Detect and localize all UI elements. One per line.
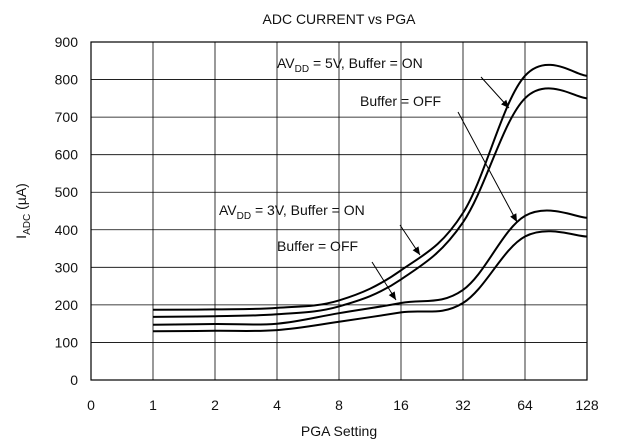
y-tick-label: 900 [55,34,79,50]
y-tick-label: 200 [55,297,79,313]
series-line-3 [152,209,588,326]
y-axis-label: IADC (µA) [13,183,33,239]
series-annotation-3: AVDD = 3V, Buffer = ON [219,202,365,222]
y-axis-label-main: I [13,235,29,239]
series-annotation-1: AVDD = 5V, Buffer = ON [277,55,423,75]
y-axis-label-unit: (µA) [13,183,29,214]
y-tick-label: 300 [55,259,79,275]
series-annotation-4: Buffer = OFF [277,238,358,254]
y-tick-label: 400 [55,222,79,238]
annotation-leader [457,111,518,223]
plot-frame [90,41,588,381]
annotation-arrowhead [412,246,420,255]
series-line-2 [152,87,588,318]
x-tick-label: 32 [455,397,471,413]
grid [91,42,587,380]
x-tick-label: 128 [575,397,599,413]
annotation-arrowhead [510,213,517,222]
x-tick-label: 4 [273,397,281,413]
y-tick-label: 700 [55,109,79,125]
annotation-arrowhead [501,99,509,108]
y-tick-label: 100 [55,334,79,350]
y-tick-label: 600 [55,147,79,163]
x-tick-label: 2 [211,397,219,413]
annotation-arrowhead [388,291,396,300]
x-tick-label: 0 [87,397,95,413]
annotations: AVDD = 5V, Buffer = ON Buffer = OFF AVDD =… [219,55,518,301]
x-axis-label: PGA Setting [301,423,377,439]
series-lines [152,63,588,333]
y-axis-label-sub: ADC [22,214,33,235]
series-annotation-2: Buffer = OFF [360,93,441,109]
x-tick-label: 64 [517,397,533,413]
x-tick-label: 1 [149,397,157,413]
series-line-4 [152,230,588,333]
y-tick-label: 0 [70,372,78,388]
y-tick-label: 500 [55,184,79,200]
y-tick-labels: 0 100 200 300 400 500 600 700 800 900 [55,34,79,388]
x-tick-label: 8 [335,397,343,413]
x-tick-label: 16 [393,397,409,413]
x-tick-labels: 0 1 2 4 8 16 32 64 128 [87,397,599,413]
y-tick-label: 800 [55,72,79,88]
series-line-1 [152,63,588,311]
chart-title: ADC CURRENT vs PGA [263,11,417,27]
